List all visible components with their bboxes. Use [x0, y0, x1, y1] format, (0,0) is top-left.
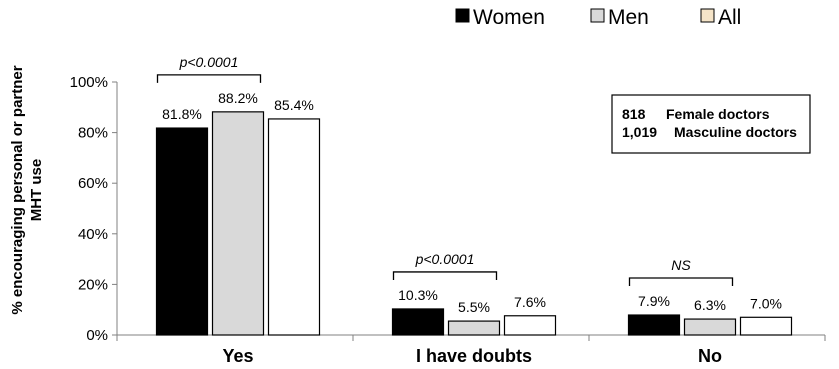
- y-tick-label: 80%: [78, 125, 108, 142]
- legend-swatch-women: [455, 8, 470, 23]
- info-box-frame: [611, 94, 811, 154]
- bar-women-0: [155, 127, 209, 336]
- y-tick-label: 20%: [78, 276, 108, 293]
- data-label: 10.3%: [398, 287, 438, 303]
- legend-label-women: Women: [473, 6, 545, 29]
- y-axis-label: % encouraging personal or partner MHT use: [9, 65, 45, 314]
- info-box-label: Female doctors: [666, 106, 770, 122]
- data-label: 7.6%: [514, 294, 546, 310]
- bar-all-1: [503, 315, 557, 336]
- data-label: 88.2%: [218, 90, 258, 106]
- legend-label-men: Men: [608, 6, 649, 29]
- y-tick-label: 40%: [78, 226, 108, 243]
- info-box-count: 1,019: [622, 124, 657, 140]
- bar-men-2: [683, 318, 737, 336]
- legend-label-all: All: [718, 6, 741, 29]
- category-label: Yes: [222, 346, 253, 366]
- legend-swatch-men: [590, 8, 605, 23]
- category-label: I have doubts: [416, 346, 532, 366]
- bar-all-0: [267, 118, 321, 336]
- legend: Women Men All: [455, 6, 741, 29]
- data-label: 7.9%: [638, 293, 670, 309]
- y-axis-label-line: % encouraging personal or partner: [9, 65, 26, 314]
- y-tick-label: 100%: [70, 74, 108, 91]
- bar-women-1: [391, 308, 445, 336]
- bar-men-0: [211, 111, 265, 336]
- data-label: 81.8%: [162, 106, 202, 122]
- info-box: 818 Female doctors 1,019 Masculine doctors: [611, 94, 811, 154]
- info-box-label: Masculine doctors: [674, 124, 797, 140]
- significance-bracket: [392, 271, 498, 280]
- legend-swatch-all: [700, 8, 715, 23]
- data-label: 7.0%: [750, 295, 782, 311]
- bar-women-2: [627, 314, 681, 336]
- significance-bracket: [156, 74, 262, 83]
- significance-label: p<0.0001: [179, 54, 239, 70]
- data-label: 5.5%: [458, 299, 490, 315]
- significance-bracket: [628, 277, 734, 287]
- significance-brackets: p<0.0001 p<0.0001 NS: [156, 54, 734, 287]
- y-ticks: 0% 20% 40% 60% 80% 100%: [70, 74, 117, 344]
- data-labels: 81.8% 88.2% 85.4% 10.3% 5.5% 7.6% 7.9% 6.3% 7.0%: [162, 90, 782, 315]
- data-label: 6.3%: [694, 297, 726, 313]
- bar-men-1: [447, 320, 501, 336]
- category-label: No: [698, 346, 722, 366]
- bars: [155, 111, 793, 336]
- category-labels: Yes I have doubts No: [222, 346, 722, 366]
- data-label: 85.4%: [274, 97, 314, 113]
- y-tick-label: 0%: [86, 327, 108, 344]
- bar-all-2: [739, 316, 793, 336]
- y-axis-label-line: MHT use: [28, 159, 45, 222]
- significance-label: p<0.0001: [415, 251, 475, 267]
- info-box-count: 818: [622, 106, 646, 122]
- significance-label: NS: [671, 257, 691, 273]
- y-tick-label: 60%: [78, 175, 108, 192]
